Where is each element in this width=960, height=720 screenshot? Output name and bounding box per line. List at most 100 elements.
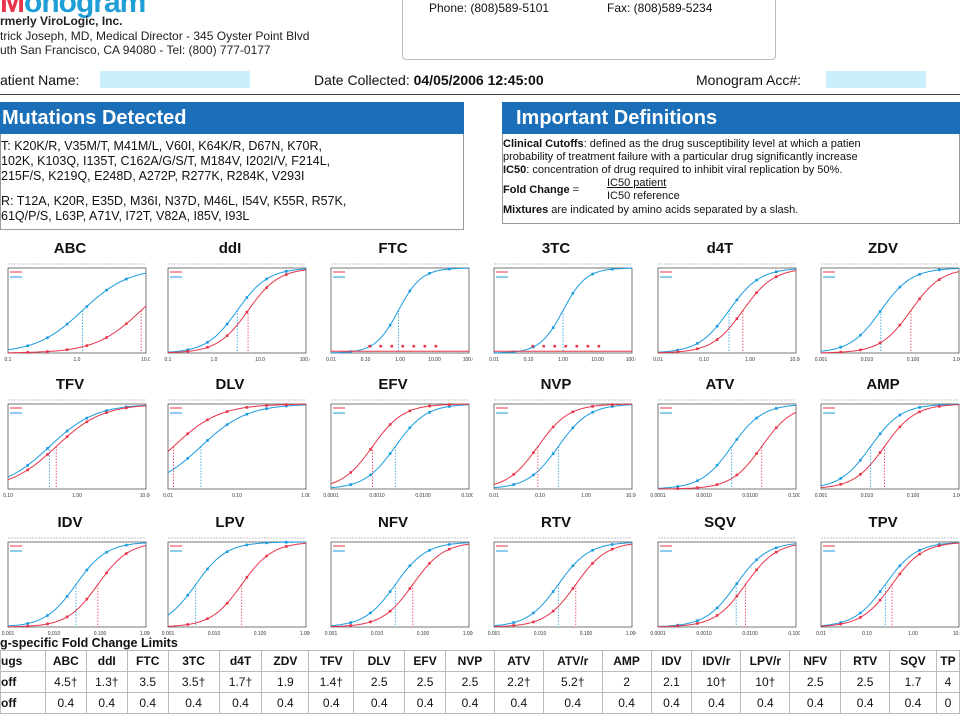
reference-curve-point <box>610 267 614 271</box>
plot-frame <box>167 541 307 628</box>
patient-curve <box>820 542 960 627</box>
dose-response-chart: 0.001 0.010 0.100 1.000 <box>2 537 150 637</box>
reference-curve-point <box>369 473 372 477</box>
definition-cutoff-cont: probability of treatment failure with a … <box>503 151 858 163</box>
table-cell: 2.5 <box>353 671 406 693</box>
patient-curve-point <box>65 615 69 619</box>
patient-curve-point <box>878 341 882 345</box>
reference-curve-point <box>85 305 89 308</box>
patient-curve-point <box>937 278 941 281</box>
patient-curve-point <box>85 344 89 347</box>
patient-curve-point <box>859 348 862 352</box>
reference-curve-point <box>428 548 431 552</box>
dose-response-chart: 0.001 0.010 0.100 1.000 <box>815 263 960 363</box>
reference-curve-point <box>512 483 516 486</box>
table-cell: ATV <box>493 650 544 672</box>
x-tick-label: 1.00 <box>558 357 568 363</box>
x-tick-label: 0.010 <box>861 493 874 499</box>
date-collected: Date Collected: 04/05/2006 12:45:00 <box>314 72 544 88</box>
table-cell: 2.2† <box>493 671 544 693</box>
patient-curve <box>7 405 147 481</box>
reference-curve-point <box>245 412 249 416</box>
patient-curve-point <box>512 473 516 476</box>
table-cell: 0.4 <box>889 692 937 714</box>
x-tick-label: 1.00 <box>395 357 405 363</box>
patient-curve-point <box>265 286 268 289</box>
patient-curve-point <box>265 554 268 558</box>
table-cell: DLV <box>353 650 406 672</box>
patient-curve <box>330 403 469 485</box>
table-cell: 2.5 <box>445 671 495 693</box>
patient-name-label: atient Name: <box>0 72 80 88</box>
table-cell: 1.7† <box>218 671 263 693</box>
patient-curve-point <box>284 545 288 548</box>
reference-curve-point <box>245 543 249 547</box>
chart-legend <box>10 271 22 278</box>
reference-curve <box>820 403 959 487</box>
patient-curve <box>7 545 147 628</box>
chart-legend <box>170 407 182 414</box>
table-cell: 2.1 <box>650 671 693 693</box>
patient-curve-point <box>46 622 49 626</box>
patient-curve-point <box>349 624 353 627</box>
patient-curve-point <box>206 346 209 349</box>
dose-response-chart: 0.01 0.10 1.00 10.00 <box>816 537 960 637</box>
reference-curve-point <box>284 270 288 273</box>
reference-curve-point <box>388 452 392 455</box>
x-tick-label: 0.0010 <box>696 631 712 637</box>
table-header-row: ugs ABC ddI FTC 3TC d4T ZDV TFV DLV EFV NVP ATV ATV/… <box>0 650 960 672</box>
reference-curve-point <box>755 278 758 282</box>
table-cell: SQV <box>889 650 937 672</box>
table-cell: 1.4† <box>308 671 355 693</box>
chart-legend <box>496 271 508 278</box>
reference-curve-point <box>755 558 758 562</box>
patient-curve-point <box>696 347 699 351</box>
fax-number: Fax: (808)589-5234 <box>607 1 713 15</box>
patient-curve-point <box>571 587 575 590</box>
chart-legend <box>170 271 182 278</box>
dose-response-chart: 0.01 0.10 1.00 <box>163 399 310 499</box>
table-cell: 4 <box>935 671 960 693</box>
chart-title: FTC <box>378 240 408 257</box>
patient-curve-point <box>26 468 30 472</box>
chart-legend <box>170 545 182 552</box>
mutation-line: R: T12A, K20R, E35D, M36I, N37D, M46L, I… <box>1 194 347 208</box>
patient-curve-point <box>284 403 288 406</box>
table-cell: 0.4 <box>261 692 310 714</box>
mutation-line: 215F/S, K219Q, E248D, A272P, R277K, R284… <box>1 169 305 183</box>
reference-curve-point <box>918 273 921 276</box>
acc-number-redacted <box>826 71 926 88</box>
patient-curve-point <box>918 552 921 556</box>
table-cell: 3TC <box>167 650 220 672</box>
patient-curve-point <box>676 487 680 490</box>
reference-curve-point <box>878 432 882 436</box>
dose-response-chart: 0.01 0.10 1.00 10.00 100.0 <box>489 263 636 363</box>
patient-curve-point <box>542 344 545 348</box>
x-tick-label: 0.10 <box>535 493 545 499</box>
reference-curve-point <box>85 416 89 420</box>
patient-curve <box>820 404 960 489</box>
table-cell: EFV <box>404 650 447 672</box>
x-tick-label: 0.100 <box>417 631 430 637</box>
chart-title: IDV <box>57 514 83 531</box>
table-cell: 0.4 <box>218 692 263 714</box>
reference-curve-point <box>26 344 30 348</box>
patient-curve-point <box>186 350 190 353</box>
reference-curve-point <box>65 322 69 326</box>
reference-curve-point <box>774 546 778 550</box>
x-tick-label: 10.0 <box>141 357 150 363</box>
reference-curve-point <box>610 543 614 546</box>
x-tick-label: 0.0010 <box>696 493 712 499</box>
patient-curve-point <box>26 351 30 354</box>
plot-frame <box>330 403 470 490</box>
reference-curve-point <box>447 543 451 546</box>
plot-frame <box>820 541 960 628</box>
x-tick-label: 1.00 <box>908 631 918 637</box>
reference-curve-point <box>369 611 372 615</box>
reference-curve-point <box>349 483 353 486</box>
x-tick-label: 0.100 <box>907 493 920 499</box>
patient-curve <box>657 270 797 354</box>
patient-curve-point <box>676 350 680 354</box>
chart-title: AMP <box>866 376 900 393</box>
patient-curve-point <box>225 601 229 605</box>
